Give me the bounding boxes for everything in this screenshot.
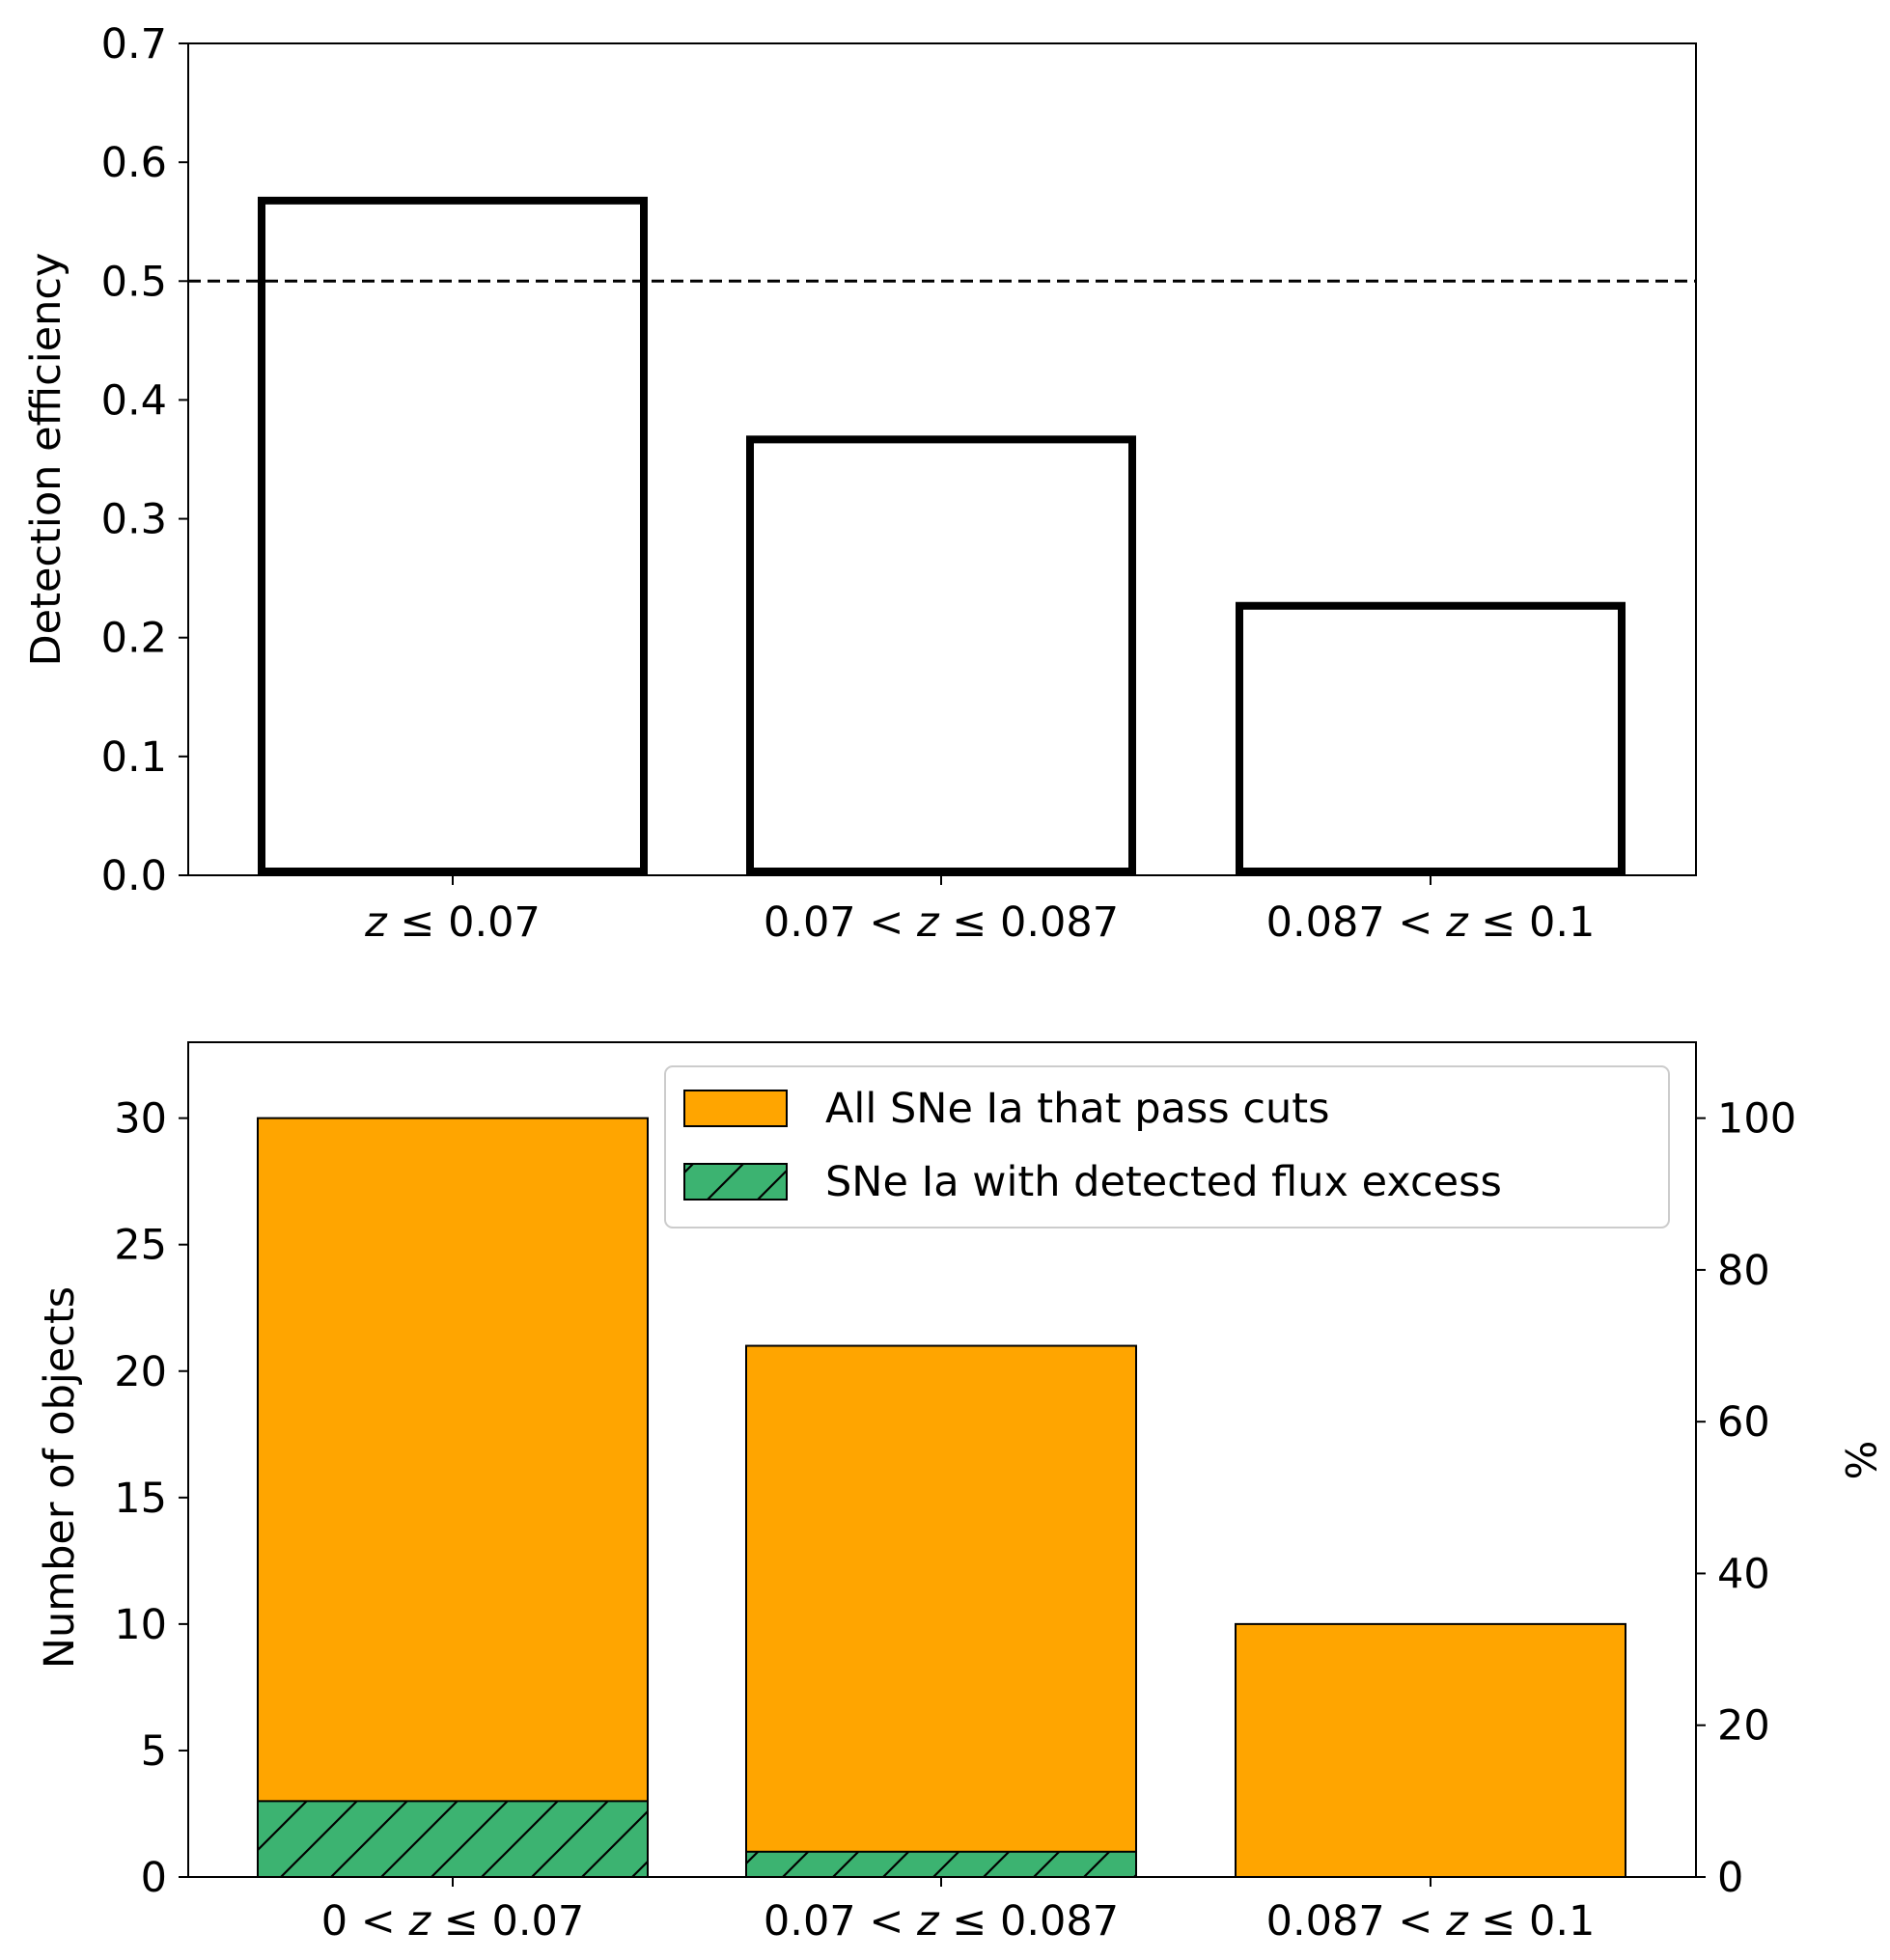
bottom-y-tick-label: 10 bbox=[114, 1601, 167, 1649]
bottom-x-tick-label: 0.087 < z ≤ 0.1 bbox=[1266, 1897, 1596, 1946]
legend: All SNe Ia that pass cuts SNe Ia with de… bbox=[664, 1065, 1670, 1228]
bottom-y-tick-label: 0 bbox=[141, 1854, 167, 1902]
bottom-bar-all-1 bbox=[257, 1117, 649, 1878]
bottom-chart: 0 5 10 15 20 25 30 0 20 40 60 80 100 0 < z ≤ 0.07 0.… bbox=[36, 1041, 1883, 1946]
top-y-tick-label: 0.3 bbox=[101, 496, 167, 544]
bottom-y-tick-label: 20 bbox=[114, 1348, 167, 1396]
top-y-tick-label: 0.0 bbox=[101, 852, 167, 900]
bottom-y2-tick-label: 80 bbox=[1717, 1247, 1770, 1295]
legend-label-all: All SNe Ia that pass cuts bbox=[825, 1085, 1330, 1133]
bottom-bars bbox=[257, 1117, 1626, 1879]
legend-swatch-all bbox=[683, 1090, 788, 1127]
top-y-tick-label: 0.6 bbox=[101, 139, 167, 187]
bottom-x-tick-label: 0 < z ≤ 0.07 bbox=[321, 1897, 584, 1946]
top-y-tick-label: 0.5 bbox=[101, 258, 167, 306]
bottom-y-axis: 0 5 10 15 20 25 30 bbox=[114, 1095, 188, 1902]
top-y-tick-label: 0.7 bbox=[101, 20, 167, 69]
bottom-y2-tick-label: 20 bbox=[1717, 1702, 1770, 1751]
bottom-y2-tick-label: 40 bbox=[1717, 1550, 1770, 1598]
top-y-tick-label: 0.1 bbox=[101, 733, 167, 782]
bottom-y-tick-label: 15 bbox=[114, 1475, 167, 1523]
top-y-tick-label: 0.4 bbox=[101, 376, 167, 425]
top-bar-1 bbox=[258, 196, 648, 875]
top-x-tick-label: 0.07 < z ≤ 0.087 bbox=[764, 898, 1119, 947]
legend-swatch-excess-hatch bbox=[684, 1164, 787, 1200]
bottom-y2-axis: 0 20 40 60 80 100 bbox=[1696, 1095, 1796, 1902]
bottom-x-axis: 0 < z ≤ 0.07 0.07 < z ≤ 0.087 0.087 < z ≤ … bbox=[321, 1877, 1596, 1946]
bottom-y2-tick-label: 100 bbox=[1717, 1095, 1796, 1144]
bottom-y2-tick-label: 0 bbox=[1717, 1854, 1743, 1902]
top-y-tick-label: 0.2 bbox=[101, 615, 167, 663]
top-x-axis: z ≤ 0.07 0.07 < z ≤ 0.087 0.087 < z ≤ 0.1 bbox=[364, 875, 1595, 947]
top-y-axis-label: Detection efficiency bbox=[22, 253, 70, 667]
bottom-x-tick-label: 0.07 < z ≤ 0.087 bbox=[764, 1897, 1119, 1946]
bottom-bar-excess-hatch-2 bbox=[746, 1851, 1136, 1877]
bottom-y-axis-label: Number of objects bbox=[36, 1286, 84, 1669]
bottom-y2-tick-label: 60 bbox=[1717, 1398, 1770, 1447]
top-x-tick-label: 0.087 < z ≤ 0.1 bbox=[1266, 898, 1596, 947]
top-y-axis: 0.0 0.1 0.2 0.3 0.4 0.5 0.6 0.7 bbox=[101, 20, 188, 900]
bottom-y-tick-label: 5 bbox=[141, 1727, 167, 1776]
bottom-plot-frame bbox=[187, 1041, 1697, 1878]
top-bars bbox=[258, 196, 1626, 875]
bottom-y2-axis-label: % bbox=[1835, 1441, 1883, 1480]
bottom-bar-excess-hatch-1 bbox=[258, 1801, 648, 1877]
legend-label-excess: SNe Ia with detected flux excess bbox=[825, 1158, 1502, 1206]
legend-frame bbox=[664, 1065, 1670, 1228]
top-bar-3 bbox=[1236, 601, 1626, 875]
bottom-bar-all-2 bbox=[745, 1344, 1137, 1878]
bottom-y-tick-label: 30 bbox=[114, 1095, 167, 1144]
top-bar-2 bbox=[746, 435, 1136, 875]
top-x-tick-label: z ≤ 0.07 bbox=[364, 898, 541, 947]
top-chart: 0.0 0.1 0.2 0.3 0.4 0.5 0.6 0.7 z ≤ 0.07 0.07 < … bbox=[22, 20, 1697, 947]
bottom-bar-all-3 bbox=[1235, 1622, 1626, 1878]
top-plot-frame bbox=[187, 42, 1697, 876]
bottom-y-tick-label: 25 bbox=[114, 1222, 167, 1270]
